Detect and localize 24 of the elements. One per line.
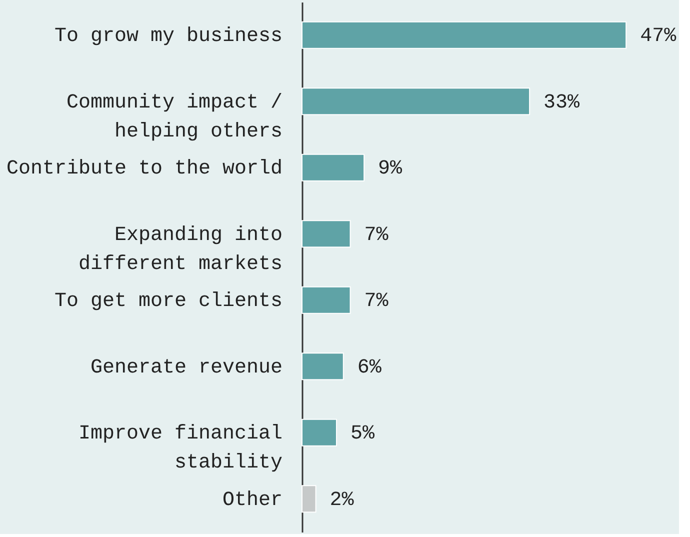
data-label: 5% [350, 422, 376, 446]
data-label: 33% [544, 91, 581, 114]
bar [302, 220, 351, 248]
y-tick-label: Generate revenue [90, 356, 282, 380]
data-label: 7% [364, 290, 390, 314]
y-tick-label: To grow my business [54, 25, 282, 48]
y-tick-label: Community impact / helping others [66, 91, 282, 144]
y-tick-label: To get more clients [54, 290, 282, 314]
y-tick-label: Other [222, 488, 282, 512]
bar [302, 21, 627, 49]
data-label: 2% [330, 488, 355, 512]
bar [302, 88, 530, 116]
y-tick-label: Contribute to the world [6, 158, 282, 181]
bar [302, 154, 365, 182]
data-label: 6% [357, 356, 382, 380]
data-label: 7% [364, 224, 390, 247]
data-label: 9% [378, 158, 404, 181]
bar [302, 286, 351, 314]
y-tick-label: Expanding into different markets [78, 224, 282, 276]
bar [302, 485, 316, 513]
bar [302, 418, 337, 446]
bar [302, 352, 344, 380]
data-label: 47% [640, 25, 678, 48]
y-tick-label: Improve financial stability [78, 422, 282, 475]
